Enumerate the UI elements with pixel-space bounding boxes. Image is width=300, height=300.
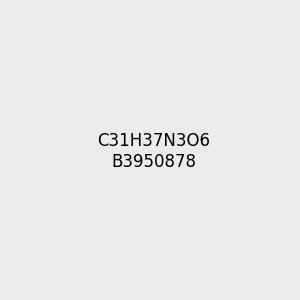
- Text: C31H37N3O6
B3950878: C31H37N3O6 B3950878: [97, 132, 210, 171]
